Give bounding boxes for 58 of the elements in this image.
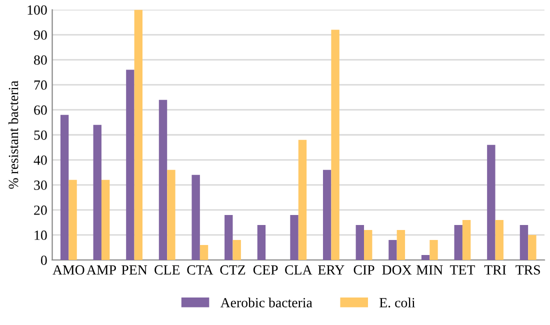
x-tick-label: AMP bbox=[86, 265, 116, 274]
x-tick-label: CTZ bbox=[220, 265, 246, 275]
bar bbox=[298, 140, 307, 260]
bar bbox=[487, 144, 496, 260]
legend-label: Aerobic bacteria bbox=[220, 298, 312, 308]
bar bbox=[200, 244, 208, 260]
x-tick-label: DOX bbox=[382, 265, 412, 275]
bar bbox=[93, 124, 102, 260]
bar bbox=[167, 170, 176, 260]
bar bbox=[462, 220, 471, 260]
y-tick-label: 50 bbox=[34, 130, 47, 140]
bar bbox=[101, 180, 110, 260]
y-tick-label: 100 bbox=[28, 5, 47, 15]
bar bbox=[257, 224, 266, 260]
bar bbox=[290, 214, 298, 260]
bar bbox=[60, 114, 69, 260]
bar bbox=[356, 224, 364, 260]
x-tick-label: MIN bbox=[416, 265, 443, 274]
x-tick-label: TET bbox=[450, 265, 475, 274]
bar bbox=[388, 240, 397, 260]
y-tick-label: 0 bbox=[40, 256, 47, 265]
bar bbox=[430, 240, 438, 260]
y-tick-label: 30 bbox=[34, 180, 47, 190]
bar bbox=[364, 230, 372, 260]
bar bbox=[224, 214, 233, 260]
bar bbox=[322, 170, 332, 260]
y-tick-label: 20 bbox=[34, 206, 47, 215]
bar bbox=[454, 224, 462, 260]
x-tick-label: CEP bbox=[253, 265, 278, 275]
x-tick-label: CLA bbox=[285, 265, 312, 275]
y-tick-label: 70 bbox=[34, 80, 47, 90]
x-tick-label: TRI bbox=[484, 265, 506, 274]
bar bbox=[331, 30, 340, 260]
bar bbox=[158, 100, 168, 260]
x-tick-label: TRS bbox=[516, 265, 540, 275]
y-tick-label: 10 bbox=[34, 230, 47, 240]
bar bbox=[192, 174, 200, 260]
y-tick-label: 60 bbox=[34, 105, 47, 115]
legend-label: E. coli bbox=[380, 298, 416, 308]
y-tick-label: 90 bbox=[34, 30, 47, 40]
x-tick-label: CIP bbox=[354, 265, 374, 275]
y-axis-title: % resistant bacteria bbox=[8, 80, 18, 189]
x-tick-label: ERY bbox=[318, 265, 344, 274]
x-tick-label: CLE bbox=[154, 265, 180, 275]
bar bbox=[520, 224, 528, 260]
x-tick-label: AMO bbox=[52, 265, 84, 275]
bar bbox=[421, 254, 430, 260]
bar bbox=[232, 240, 241, 260]
x-tick-label: PEN bbox=[122, 265, 148, 274]
bar bbox=[495, 220, 504, 260]
bar bbox=[528, 234, 536, 260]
y-tick-label: 80 bbox=[34, 55, 47, 65]
bar bbox=[134, 10, 142, 260]
y-tick-label: 40 bbox=[34, 155, 47, 165]
x-tick-label: CTA bbox=[187, 265, 214, 275]
bar bbox=[68, 180, 77, 260]
bar bbox=[396, 230, 406, 260]
bar bbox=[126, 70, 134, 260]
